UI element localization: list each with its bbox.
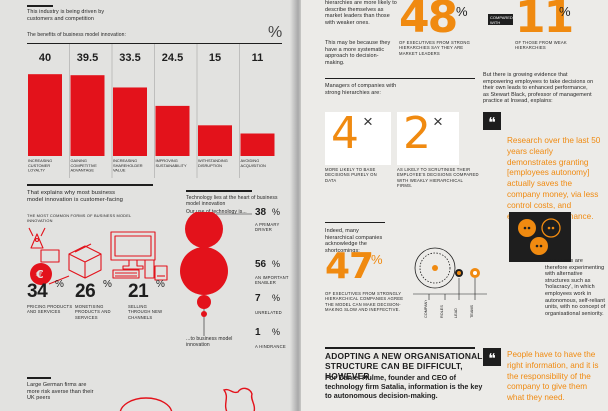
channel-illustration: € <box>28 227 168 285</box>
bar <box>240 133 275 156</box>
bar <box>70 75 105 156</box>
mult-4-card: 4 × <box>325 108 391 165</box>
quote-autonomy: Research over the last 50 years clearly … <box>507 136 601 221</box>
mult-2-value: 2 <box>403 108 431 159</box>
bubble-primary-driver <box>185 212 223 248</box>
holacracy-diagram <box>413 247 487 300</box>
map-outline <box>119 387 256 411</box>
para-evidence: But there is growing evidence that empow… <box>483 72 594 105</box>
bubble-hindrance <box>201 311 207 317</box>
section2-subtitle: The most common forms of business model … <box>27 213 132 224</box>
para3-rule <box>325 222 385 223</box>
right-page: hierarchies are more likely to describe … <box>301 0 608 411</box>
bar-value-label: 40 <box>39 52 51 64</box>
stat-48: 48 <box>399 0 458 43</box>
tag-icon <box>30 233 44 249</box>
phone-icon <box>144 259 155 279</box>
tablet-icon <box>154 265 168 281</box>
bar-value-label: 24.5 <box>162 52 183 64</box>
chart-subtitle: The benefits of business model innovatio… <box>27 32 126 38</box>
bar-value-label: 15 <box>209 52 221 64</box>
mult-2-caption: As likely to scrutinise their employee's… <box>397 167 479 189</box>
bar <box>155 105 190 156</box>
section2-title: That explains why most business model in… <box>27 190 123 204</box>
bar-value-label: 33.5 <box>119 52 140 64</box>
times-icon: × <box>433 112 443 131</box>
percent-sign: % <box>268 24 283 41</box>
axis-label: COMPANY <box>424 300 428 318</box>
para-holacracy: Some firms are therefore experimenting w… <box>545 258 606 317</box>
stat-47-unit: % <box>371 252 383 267</box>
stat-11-unit: % <box>559 4 571 19</box>
benefits-bar-chart: 40 INCREASING CUSTOMER LOYALTY 39.5 GAINING CO… <box>28 44 275 178</box>
price-tag-icon <box>40 249 60 263</box>
headline: Adopting a new organisational structure … <box>325 351 483 381</box>
quote-mark-icon: ❝ <box>483 112 501 130</box>
tech-title: Technology lies at the heart of business… <box>186 195 278 208</box>
keyboard-icon <box>112 269 140 279</box>
para-systematic: This may be because they have a more sys… <box>325 40 391 66</box>
monitor-icon <box>110 231 156 261</box>
bar-category-label: GAINING COMPETITIVE ADVANTAGE <box>71 158 98 173</box>
germany-outline <box>222 387 256 411</box>
stat-47: 47 <box>325 246 374 287</box>
quote-information: People have to have the right informatio… <box>507 350 599 403</box>
bar-value-label: 39.5 <box>77 52 98 64</box>
mult-4-caption: More likely to base decisions purely on … <box>325 167 377 183</box>
circles-card <box>509 212 571 262</box>
bar-category-label: AVOIDING ACQUISITION <box>241 158 266 168</box>
chart-top-rule <box>27 43 282 44</box>
tech-footer: ...to business model innovation <box>186 336 233 349</box>
section3-rule <box>27 377 51 379</box>
compared-badge: Compared with <box>488 14 513 25</box>
bar-category-label: INCREASING SHAREHOLDER VALUE <box>113 158 143 173</box>
bubble-unrelated <box>197 295 211 309</box>
bar <box>113 87 147 156</box>
bar-category-label: IMPROVING SUSTAINABILITY <box>156 158 187 168</box>
dot-circles-icon <box>518 218 561 255</box>
headline-subtext: For Daniel Hulme, founder and CEO of tec… <box>325 373 483 400</box>
box-icon <box>68 245 102 279</box>
managers-text: Managers of companies with strong hierar… <box>325 83 397 96</box>
bottom-text: Large German firms are more risk averse … <box>27 382 94 402</box>
holacracy-axis-labels: COMPANY ROLES LEAD TEAMS <box>424 300 474 318</box>
axis-label: ROLES <box>440 305 444 318</box>
top-text: hierarchies are more likely to describe … <box>325 0 397 26</box>
bubble-important-enabler <box>180 247 228 295</box>
para-shortcomings: Indeed, many hierarchical companies ackn… <box>325 228 383 254</box>
left-page: This industry is being driven by custome… <box>0 0 296 411</box>
bar-category-label: WITHSTANDING DISRUPTION <box>198 158 228 168</box>
headline-rule <box>325 347 475 349</box>
tech-subtitle: Our use of technology is... <box>186 209 247 215</box>
stat-11: 11 <box>515 0 574 43</box>
bar-category-label: INCREASING CUSTOMER LOYALTY <box>28 158 52 173</box>
stat-48-unit: % <box>456 4 468 19</box>
euro-symbol: € <box>35 268 44 281</box>
bar-value-label: 11 <box>252 52 264 64</box>
mult-4-value: 4 <box>331 108 359 159</box>
mult-2-card: 2 × <box>397 108 459 165</box>
section-rule <box>27 5 53 7</box>
tech-rule <box>186 190 252 192</box>
stat-47-caption: of executives from strongly hierarchical… <box>325 291 404 313</box>
stat-11-caption: of those from weak hierarchies <box>515 40 567 51</box>
managers-rule <box>325 78 475 79</box>
intro-text: This industry is being driven by custome… <box>27 9 105 22</box>
axis-label: TEAMS <box>470 304 474 318</box>
bar <box>198 125 232 156</box>
stat-48-caption: of executives from strong hierarchies sa… <box>399 40 471 56</box>
quote-mark-icon: ❝ <box>483 348 501 366</box>
section2-rule <box>27 184 153 186</box>
tech-bubble-chart <box>180 212 252 336</box>
times-icon: × <box>363 112 373 131</box>
bar <box>28 74 62 156</box>
axis-label: LEAD <box>454 308 458 318</box>
euro-coin-icon <box>30 263 52 285</box>
